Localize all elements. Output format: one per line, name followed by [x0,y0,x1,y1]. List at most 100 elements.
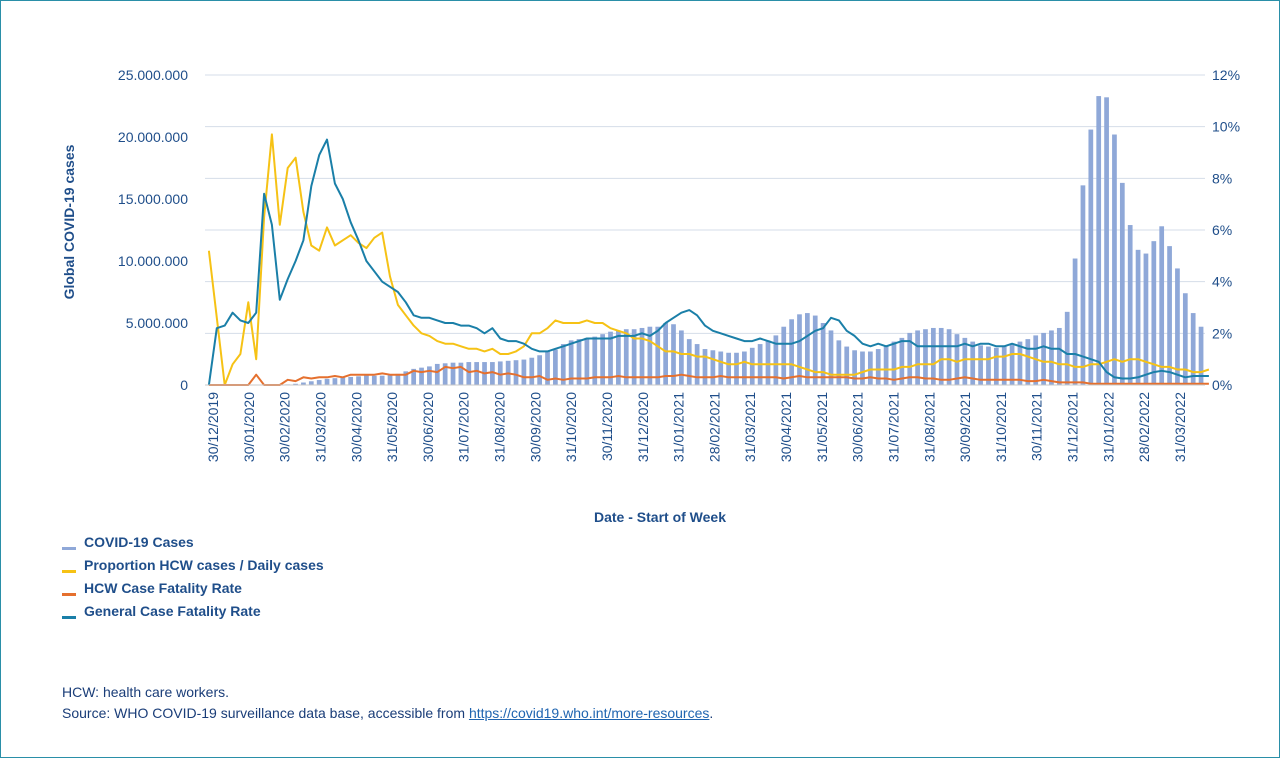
bar-covid-cases [1151,241,1157,385]
x-axis-tick-label: 30/04/2021 [778,392,794,462]
legend-swatch-general-cfr [62,616,76,619]
bar-covid-cases [584,337,590,385]
x-axis-tick-label: 28/02/2022 [1136,392,1152,462]
legend-label: General Case Fatality Rate [84,603,261,619]
bar-covid-cases [860,351,865,385]
bar-covid-cases [324,378,330,385]
bar-covid-cases [545,351,550,385]
bar-covid-cases [419,367,424,385]
x-axis-tick-label: 31/01/2021 [671,392,687,462]
bar-covid-cases [686,339,692,385]
bar-covid-cases [308,381,314,385]
x-axis-tick-label: 31/05/2021 [814,392,830,462]
bar-covid-cases [812,315,818,385]
bar-covid-cases [497,361,503,385]
bar-covid-cases [403,371,409,385]
bar-covid-cases [710,350,716,385]
legend-label: HCW Case Fatality Rate [84,580,242,596]
bar-covid-cases [1198,326,1204,385]
legend-item-covid-cases: COVID-19 Cases [62,532,324,555]
bar-covid-cases [379,375,385,385]
x-axis-tick-label: 30/06/2021 [850,392,866,462]
bar-covid-cases [1025,339,1031,385]
bar-covid-cases [970,341,976,385]
left-axis-tick-label: 10.000.000 [118,253,188,269]
bar-covid-cases [671,324,676,385]
bar-covid-cases [631,329,637,385]
right-axis-ticks: 0% 2% 4% 6% 8% 10% 12% [1212,67,1240,393]
bar-covid-cases [623,329,629,385]
left-axis-tick-label: 5.000.000 [126,315,188,331]
bar-covid-cases [521,359,527,385]
legend-item-general-cfr: General Case Fatality Rate [62,601,324,624]
bar-covid-cases [836,340,842,385]
bar-covid-cases [907,332,913,385]
x-axis-ticks: 30/12/2019 30/01/2020 30/02/2020 31/03/2020… [205,392,1188,462]
bar-covid-cases [938,327,944,385]
bar-covid-cases [773,335,779,385]
bar-covid-cases [1159,226,1165,385]
bar-covid-cases [789,319,794,385]
source-note: Source: WHO COVID-19 surveillance data b… [62,703,713,724]
bar-covid-cases [694,344,700,385]
bar-covid-cases [899,337,905,385]
bar-covid-cases [726,352,731,385]
bar-covid-cases [883,345,889,385]
legend: COVID-19 Cases Proportion HCW cases / Da… [62,532,324,624]
bar-covid-cases [702,349,708,385]
bars-covid-cases [285,96,1204,385]
bar-covid-cases [1175,268,1180,385]
bar-covid-cases [411,368,417,385]
bar-covid-cases [1104,97,1109,385]
lines-rates [207,133,1210,386]
bar-covid-cases [568,340,574,385]
bar-covid-cases [718,351,724,385]
chart: 0 5.000.000 10.000.000 15.000.000 20.000.000… [61,67,1240,525]
x-axis-tick-label: 31/03/2022 [1172,392,1188,462]
bar-covid-cases [395,373,401,385]
source-suffix: . [709,705,714,721]
bar-covid-cases [1127,225,1133,385]
bar-covid-cases [458,362,464,385]
bar-covid-cases [805,313,810,385]
bar-covid-cases [490,362,495,385]
bar-covid-cases [434,363,440,385]
x-axis-tick-label: 30/09/2021 [957,392,973,462]
x-axis-title: Date - Start of Week [594,509,726,525]
bar-covid-cases [316,380,322,385]
bar-covid-cases [655,326,661,385]
x-axis-tick-label: 31/01/2022 [1100,392,1116,462]
bar-covid-cases [828,330,834,385]
bar-covid-cases [1017,341,1023,385]
bar-covid-cases [1182,293,1188,385]
bar-covid-cases [891,341,897,385]
x-axis-tick-label: 31/03/2020 [312,392,328,462]
bar-covid-cases [592,336,598,385]
bar-covid-cases [1001,346,1007,385]
bar-covid-cases [450,362,456,385]
bar-covid-cases [1119,182,1125,385]
x-axis-tick-label: 31/10/2020 [563,392,579,462]
right-axis-tick-label: 4% [1212,274,1232,290]
bar-covid-cases [466,362,472,385]
bar-covid-cases [576,339,582,385]
bar-covid-cases [875,349,881,385]
right-axis-tick-label: 8% [1212,170,1232,186]
bar-covid-cases [371,375,377,385]
bar-covid-cases [923,329,928,385]
bar-covid-cases [1009,344,1015,385]
source-link[interactable]: https://covid19.who.int/more-resources [468,705,710,721]
right-axis-tick-label: 10% [1212,119,1240,135]
figure-notes: HCW: health care workers. Source: WHO CO… [62,682,713,724]
bar-covid-cases [867,351,873,385]
bar-covid-cases [742,351,747,385]
bar-covid-cases [647,326,653,385]
bar-covid-cases [616,330,621,385]
abbreviation-note: HCW: health care workers. [62,684,230,700]
x-axis-tick-label: 30/11/2021 [1029,392,1045,461]
x-axis-tick-label: 31/07/2021 [886,392,902,462]
bar-covid-cases [1088,129,1094,385]
bar-covid-cases [993,347,999,385]
bar-covid-cases [348,376,354,385]
bar-covid-cases [749,347,755,385]
